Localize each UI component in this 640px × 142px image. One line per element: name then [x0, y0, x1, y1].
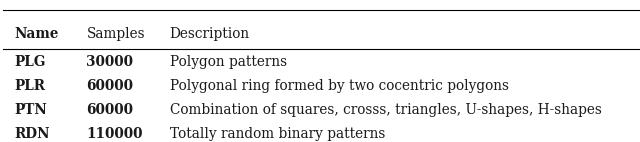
- Text: PLR: PLR: [14, 79, 45, 93]
- Text: Polygon patterns: Polygon patterns: [170, 55, 287, 69]
- Text: Name: Name: [14, 27, 58, 41]
- Text: Description: Description: [170, 27, 250, 41]
- Text: Polygonal ring formed by two cocentric polygons: Polygonal ring formed by two cocentric p…: [170, 79, 509, 93]
- Text: RDN: RDN: [14, 127, 50, 141]
- Text: Combination of squares, crosss, triangles, U-shapes, H-shapes: Combination of squares, crosss, triangle…: [170, 103, 602, 117]
- Text: PLG: PLG: [14, 55, 45, 69]
- Text: 60000: 60000: [86, 103, 133, 117]
- Text: Totally random binary patterns: Totally random binary patterns: [170, 127, 385, 141]
- Text: 60000: 60000: [86, 79, 133, 93]
- Text: Samples: Samples: [86, 27, 145, 41]
- Text: 110000: 110000: [86, 127, 143, 141]
- Text: 30000: 30000: [86, 55, 133, 69]
- Text: PTN: PTN: [14, 103, 47, 117]
